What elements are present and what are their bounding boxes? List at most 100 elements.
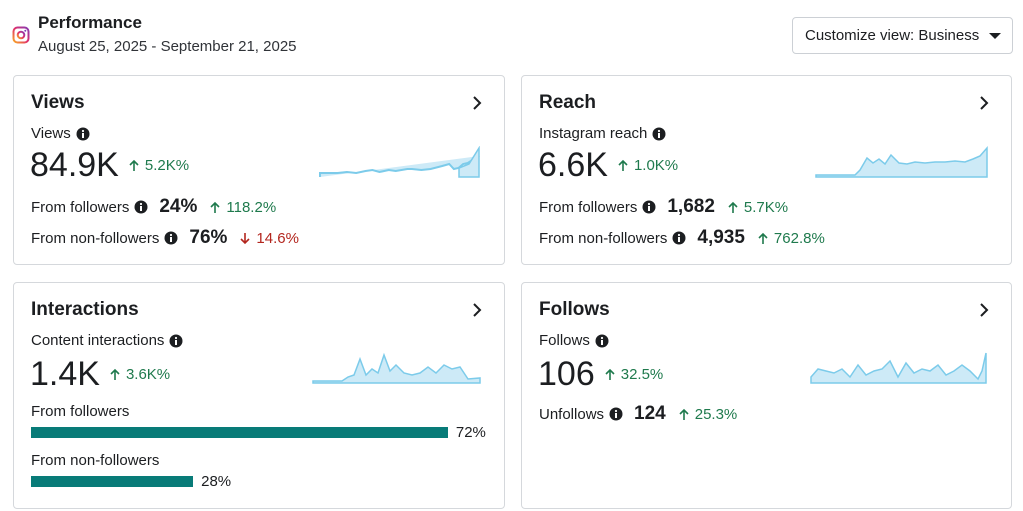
icon-part bbox=[605, 368, 615, 380]
info-icon[interactable] bbox=[164, 231, 178, 245]
sparkline bbox=[312, 352, 481, 384]
row-value: 4,935 bbox=[697, 227, 745, 248]
icon-part bbox=[140, 202, 143, 206]
icon-part bbox=[648, 202, 651, 206]
card-title: Interactions bbox=[31, 299, 139, 320]
breakdown-bar bbox=[31, 427, 448, 438]
icon-part bbox=[600, 339, 603, 345]
instagram-icon bbox=[12, 26, 30, 44]
arrow-up bbox=[758, 232, 768, 244]
icon-part bbox=[170, 237, 173, 242]
breakdown-bar bbox=[31, 476, 194, 487]
breakdown-label: From non-followers bbox=[31, 452, 160, 469]
icon-part bbox=[129, 159, 139, 171]
customize-button[interactable]: Customize view: Business bbox=[792, 17, 1013, 54]
row-change: 118.2% bbox=[226, 198, 277, 216]
arrow-down bbox=[240, 232, 250, 244]
row-value: 1,682 bbox=[667, 196, 715, 217]
metric-label: Follows bbox=[539, 332, 590, 349]
info-icon[interactable] bbox=[169, 334, 183, 348]
icon-part bbox=[110, 368, 120, 380]
row-change: 5.7K% bbox=[743, 198, 789, 216]
icon-part bbox=[81, 132, 84, 138]
icon-part bbox=[614, 409, 618, 413]
row-label: From non-followers bbox=[539, 229, 668, 247]
metric-value: 106 bbox=[538, 355, 595, 393]
info-icon[interactable] bbox=[642, 200, 656, 214]
metric-label: Content interactions bbox=[31, 332, 165, 349]
icon-part bbox=[81, 129, 84, 132]
chevron[interactable] bbox=[979, 303, 989, 317]
follows-card: Follows Follows 106 32.5% Unfollows 124 25.… bbox=[521, 282, 1012, 509]
row-change: 25.3% bbox=[694, 405, 738, 423]
arrow-up bbox=[129, 159, 139, 171]
info-icon[interactable] bbox=[652, 127, 666, 141]
chevron[interactable] bbox=[979, 96, 989, 110]
info-icon[interactable] bbox=[672, 231, 686, 245]
icon-part bbox=[758, 232, 768, 244]
card-title: Reach bbox=[539, 92, 597, 113]
metric-value: 84.9K bbox=[30, 146, 119, 184]
info-icon[interactable] bbox=[76, 127, 90, 141]
icon-part bbox=[678, 237, 681, 242]
arrow-up bbox=[605, 368, 615, 380]
row-value: 24% bbox=[159, 196, 198, 217]
icon-part bbox=[175, 339, 178, 345]
icon-part bbox=[648, 206, 651, 211]
row-label: From followers bbox=[31, 198, 130, 216]
reach-card: Reach Instagram reach 6.6K 1.0K% From fol… bbox=[521, 75, 1012, 265]
metric-label: Instagram reach bbox=[539, 125, 648, 142]
row-label: From non-followers bbox=[31, 229, 160, 247]
icon-part bbox=[140, 206, 143, 211]
icon-part bbox=[615, 413, 618, 418]
date-range: August 25, 2025 - September 21, 2025 bbox=[38, 38, 297, 55]
info-icon[interactable] bbox=[134, 200, 148, 214]
icon-part bbox=[600, 336, 603, 339]
breakdown-row: From followers bbox=[31, 403, 129, 420]
breakdown-label: From followers bbox=[31, 403, 130, 420]
icon-part bbox=[658, 129, 661, 132]
change: 5.2K% bbox=[144, 157, 190, 174]
sparkline bbox=[319, 146, 480, 178]
metric-value: 1.4K bbox=[30, 355, 100, 393]
row-change: 14.6% bbox=[256, 229, 299, 247]
chevron[interactable] bbox=[472, 303, 482, 317]
change: 32.5% bbox=[620, 366, 664, 383]
icon-part bbox=[240, 232, 250, 244]
page-title: Performance bbox=[38, 13, 142, 32]
card-title: Follows bbox=[539, 299, 610, 320]
icon-part bbox=[728, 201, 738, 213]
icon-part bbox=[678, 233, 681, 237]
arrow-up bbox=[679, 408, 689, 420]
breakdown-value: 72% bbox=[455, 424, 486, 441]
row-change: 762.8% bbox=[773, 229, 825, 247]
chevron[interactable] bbox=[472, 96, 482, 110]
metric-value: 6.6K bbox=[538, 146, 608, 184]
metric-label: Views bbox=[31, 125, 71, 142]
info-icon[interactable] bbox=[595, 334, 609, 348]
row-value: 76% bbox=[189, 227, 228, 248]
arrow-up bbox=[618, 159, 628, 171]
change: 1.0K% bbox=[633, 157, 679, 174]
arrow-up bbox=[728, 201, 738, 213]
icon-part bbox=[175, 336, 178, 339]
interactions-card: Interactions Content interactions 1.4K 3.… bbox=[13, 282, 505, 509]
sparkline bbox=[810, 352, 987, 384]
icon-part bbox=[658, 132, 661, 138]
customize-label: Customize view: Business bbox=[805, 27, 980, 44]
arrow-up bbox=[110, 368, 120, 380]
card-title: Views bbox=[31, 92, 85, 113]
icon-part bbox=[679, 408, 689, 420]
sparkline bbox=[815, 146, 988, 178]
arrow-up bbox=[210, 201, 220, 213]
row-value: 124 bbox=[634, 403, 666, 424]
icon-part bbox=[618, 159, 628, 171]
info-icon[interactable] bbox=[609, 407, 623, 421]
icon-part bbox=[210, 201, 220, 213]
change: 3.6K% bbox=[125, 366, 171, 383]
row-label: From followers bbox=[539, 198, 638, 216]
breakdown-value: 28% bbox=[201, 473, 232, 490]
views-card: Views Views 84.9K 5.2K% From followers 24%… bbox=[13, 75, 505, 265]
dropdown-caret bbox=[989, 32, 1002, 39]
